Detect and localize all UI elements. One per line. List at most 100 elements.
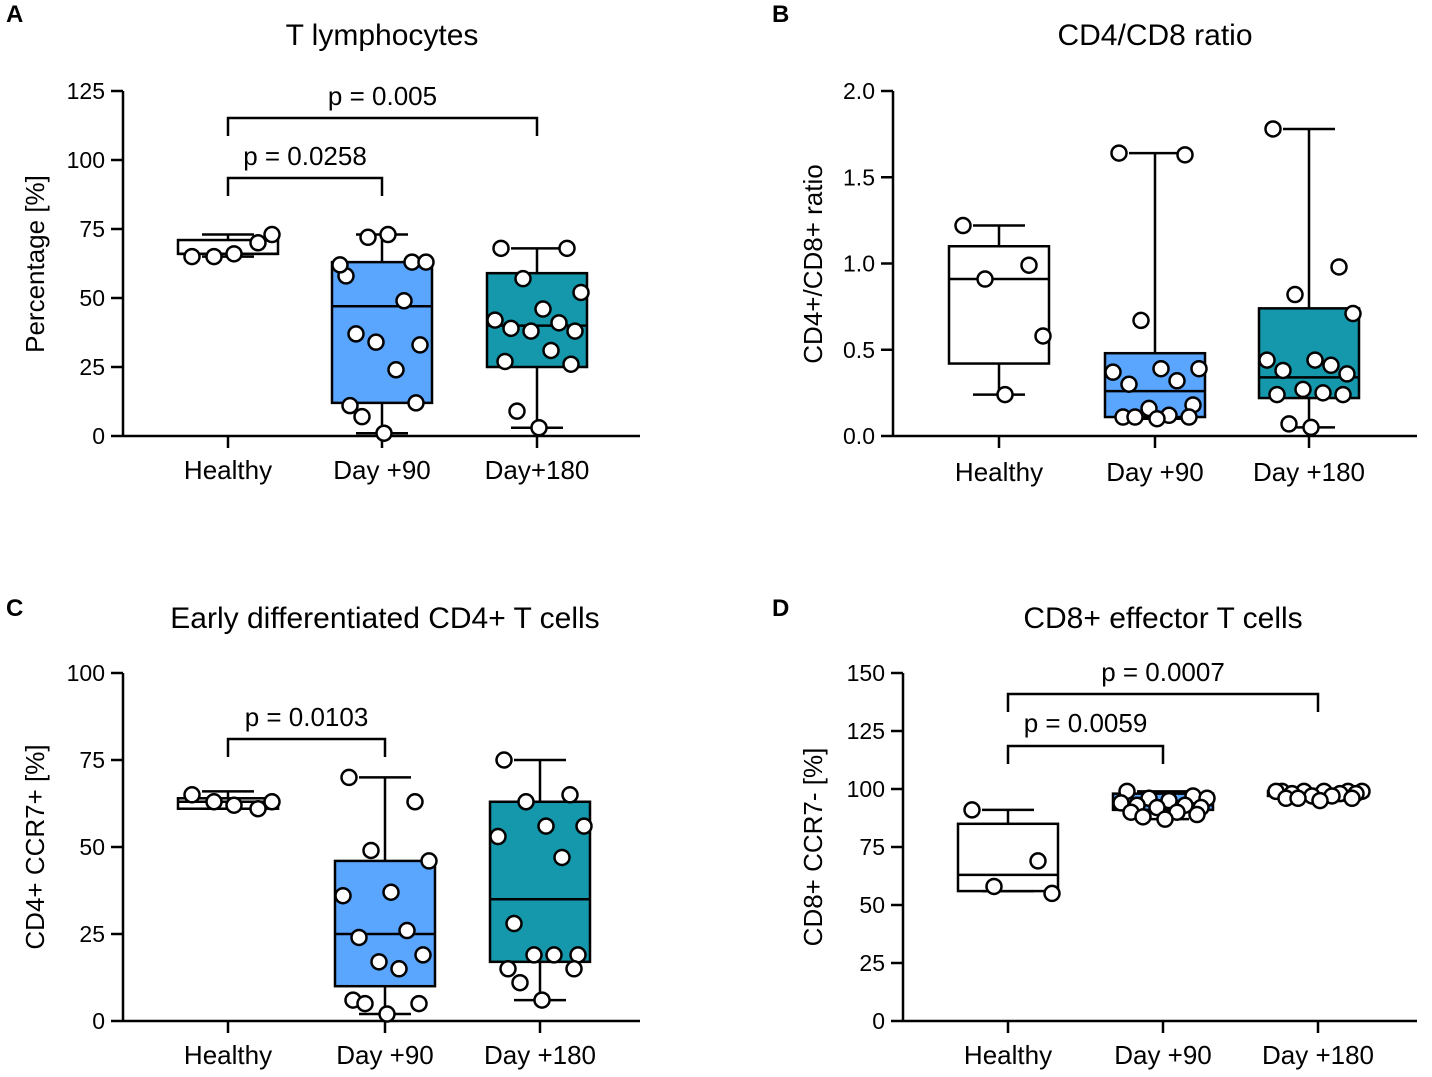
group-2	[1257, 120, 1362, 437]
data-point	[1334, 385, 1352, 404]
data-point	[1338, 365, 1356, 383]
data-point	[1104, 363, 1122, 381]
data-point	[1343, 789, 1361, 808]
data-point	[331, 256, 349, 274]
data-point	[347, 325, 365, 343]
data-point	[517, 793, 535, 811]
data-point	[558, 239, 576, 258]
data-point	[387, 361, 405, 379]
data-point	[1258, 351, 1276, 369]
data-point	[954, 216, 972, 235]
significance-bracket	[1006, 744, 1165, 764]
y-tick-label: 75	[859, 834, 885, 860]
y-tick-label: 50	[79, 834, 105, 860]
data-point	[996, 385, 1014, 404]
x-tick-label: Healthy	[184, 1040, 272, 1070]
data-point	[406, 793, 424, 811]
y-tick-label: 2.0	[843, 78, 875, 104]
chart-title: Early differentiated CD4+ T cells	[170, 602, 599, 635]
data-point	[1289, 789, 1307, 808]
data-point	[489, 827, 507, 846]
x-tick-label: Day +180	[1262, 1040, 1374, 1070]
y-axis-label: CD8+ CCR7- [%]	[798, 748, 828, 947]
y-tick-label: 125	[67, 78, 105, 104]
x-tick-label: Day +90	[1114, 1040, 1212, 1070]
x-tick-label: Day +180	[1253, 457, 1365, 487]
data-point	[225, 796, 243, 814]
data-point	[1156, 810, 1174, 828]
data-point	[561, 786, 579, 804]
x-tick-label: Day+180	[485, 455, 590, 485]
group-1	[1103, 144, 1208, 428]
data-point	[375, 424, 393, 442]
data-point	[1302, 418, 1320, 437]
data-point	[550, 314, 568, 332]
data-point	[420, 852, 438, 870]
data-point	[411, 336, 429, 354]
data-point	[530, 418, 548, 437]
data-point	[205, 793, 223, 811]
group-0	[947, 216, 1052, 404]
data-point	[1264, 120, 1282, 138]
data-point	[263, 793, 281, 811]
y-tick-label: 0	[92, 1008, 105, 1034]
data-point	[1152, 359, 1170, 378]
data-point	[508, 402, 526, 420]
group-1	[330, 225, 435, 442]
data-point	[1180, 408, 1198, 426]
y-tick-label: 0	[872, 1008, 885, 1034]
data-point	[1132, 311, 1150, 330]
data-point	[562, 355, 580, 373]
x-tick-label: Day +90	[336, 1040, 434, 1070]
data-point	[414, 946, 432, 964]
chart-title: CD4/CD8 ratio	[1057, 19, 1252, 52]
data-point	[963, 801, 981, 819]
panel-B: B CD4/CD8 ratio CD4+/CD8+ ratio 0.0 0.5 1.0 1.…	[772, 1, 1417, 487]
data-point	[379, 225, 397, 244]
y-tick-label: 50	[79, 285, 105, 311]
data-point	[340, 768, 358, 787]
panel-letter: C	[6, 595, 23, 622]
data-point	[1148, 798, 1166, 817]
data-point	[553, 848, 571, 867]
data-point	[398, 921, 416, 940]
group-0	[956, 801, 1061, 903]
x-tick-label: Day +90	[333, 455, 431, 485]
data-point	[1274, 361, 1292, 380]
data-point	[502, 319, 520, 338]
data-point	[1110, 144, 1128, 162]
panel-D: D CD8+ effector T cells CD8+ CCR7- [%] 0 25 5…	[772, 595, 1417, 1070]
y-axis-label: Percentage [%]	[20, 175, 50, 353]
data-point	[533, 991, 551, 1009]
data-point	[378, 1005, 396, 1023]
data-point	[1188, 805, 1206, 824]
y-tick-label: 150	[847, 660, 885, 686]
p-value-label: p = 0.0103	[245, 702, 369, 732]
data-point	[1020, 256, 1038, 274]
p-value-label: p = 0.005	[328, 81, 437, 111]
data-point	[390, 960, 408, 978]
data-point	[566, 322, 584, 340]
data-point	[486, 311, 504, 329]
data-point	[985, 877, 1003, 896]
x-tick-label: Day +90	[1106, 457, 1204, 487]
data-point	[350, 928, 368, 947]
data-point	[514, 269, 532, 288]
y-tick-label: 75	[79, 747, 105, 773]
y-tick-label: 0.5	[843, 337, 875, 363]
data-point	[492, 239, 510, 258]
group-2	[488, 751, 593, 1009]
data-point	[1168, 372, 1186, 390]
y-tick-label: 50	[859, 892, 885, 918]
data-point	[1034, 327, 1052, 345]
data-point	[1330, 258, 1348, 276]
data-point	[1176, 146, 1194, 164]
data-point	[525, 946, 543, 964]
significance-bracket	[226, 116, 539, 136]
p-value-label: p = 0.0258	[243, 141, 367, 171]
data-point	[499, 960, 517, 978]
data-point	[1314, 384, 1332, 402]
data-point	[496, 352, 514, 371]
data-point	[417, 253, 435, 271]
